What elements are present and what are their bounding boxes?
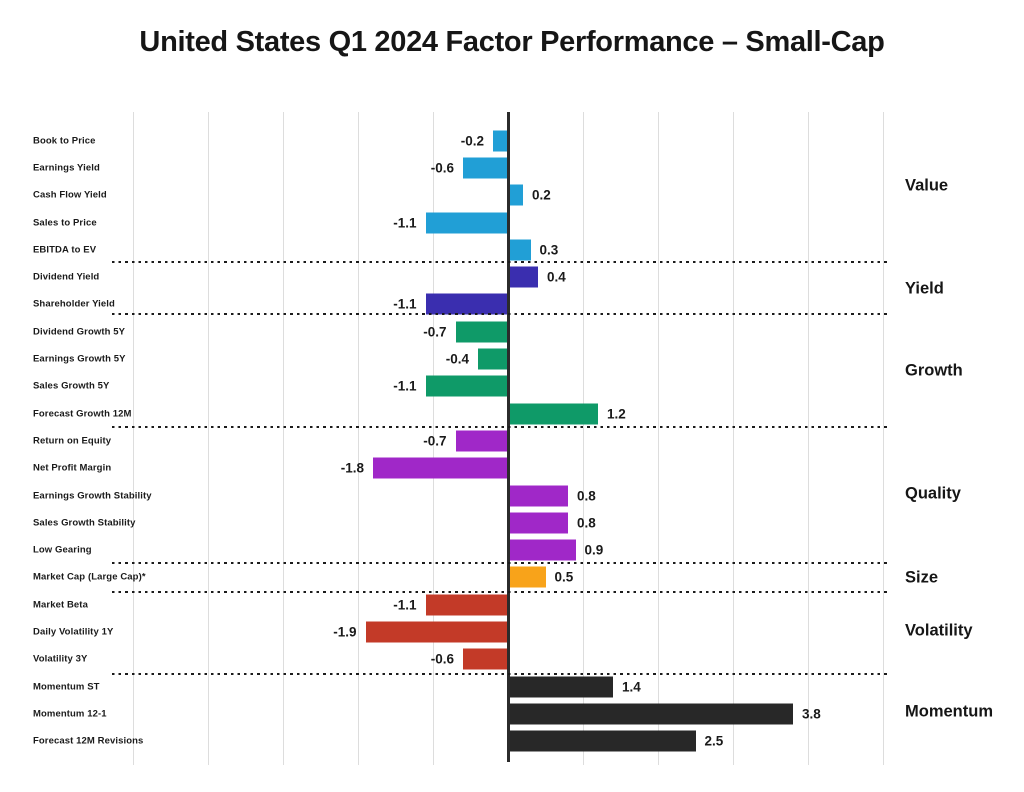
- factor-bar: [478, 348, 508, 370]
- gridline: [433, 112, 434, 765]
- factor-bar: [508, 703, 793, 725]
- factor-label: Momentum ST: [33, 681, 100, 693]
- factor-value: 3.8: [802, 706, 821, 722]
- factor-bar: [508, 266, 538, 288]
- factor-value: 1.4: [622, 679, 641, 695]
- factor-bar: [425, 212, 508, 233]
- factor-bar: [508, 512, 568, 534]
- factor-label: Cash Flow Yield: [33, 189, 107, 201]
- factor-value: -0.7: [423, 324, 447, 340]
- factor-value: -0.4: [445, 351, 469, 367]
- factor-value: -1.9: [333, 624, 357, 640]
- factor-label: Earnings Growth Stability: [33, 490, 152, 501]
- group-separator: [112, 673, 890, 676]
- factor-value: 0.2: [532, 187, 551, 203]
- chart-title: United States Q1 2024 Factor Performance…: [139, 26, 885, 58]
- factor-label: Earnings Growth 5Y: [33, 353, 126, 365]
- gridline: [358, 112, 359, 765]
- factor-label: Net Profit Margin: [33, 462, 112, 474]
- factor-value: 0.8: [577, 515, 596, 531]
- zero-axis-line: [507, 112, 510, 762]
- group-label: Volatility: [905, 621, 973, 640]
- gridline: [133, 112, 134, 765]
- factor-bar: [508, 566, 546, 588]
- factor-bar: [508, 485, 568, 506]
- factor-label: EBITDA to EV: [33, 244, 97, 256]
- group-separator: [112, 562, 890, 565]
- group-label: Yield: [905, 279, 944, 298]
- gridline: [808, 112, 809, 765]
- gridline: [583, 112, 584, 765]
- factor-bar: [373, 457, 508, 479]
- factor-label: Book to Price: [33, 135, 96, 147]
- factor-bar: [508, 239, 531, 261]
- factor-label: Market Beta: [33, 599, 88, 611]
- factor-label: Momentum 12-1: [33, 708, 107, 720]
- factor-bar: [508, 676, 613, 698]
- factor-label: Dividend Growth 5Y: [33, 326, 126, 338]
- factor-bar: [508, 403, 598, 425]
- factor-value: 0.9: [584, 542, 604, 558]
- factor-value: -0.2: [460, 133, 484, 149]
- factor-bar: [508, 730, 696, 752]
- factor-value: 1.2: [607, 406, 626, 422]
- factor-label: Sales Growth Stability: [33, 517, 136, 529]
- factor-label: Earnings Yield: [33, 162, 100, 174]
- factor-label: Sales to Price: [33, 217, 97, 228]
- factor-value: 0.5: [554, 569, 574, 585]
- factor-bar: [508, 184, 523, 206]
- group-label: Quality: [905, 484, 961, 503]
- factor-bar: [425, 594, 508, 616]
- factor-value: 0.8: [577, 488, 596, 503]
- factor-label: Sales Growth 5Y: [33, 380, 110, 392]
- factor-value: -1.1: [393, 296, 417, 312]
- factor-bar: [508, 539, 576, 561]
- gridline: [733, 112, 734, 765]
- factor-bar: [455, 321, 508, 343]
- factor-value: -1.1: [393, 597, 417, 613]
- factor-label: Shareholder Yield: [33, 298, 115, 310]
- group-label: Momentum: [905, 702, 993, 721]
- factor-value: -1.1: [393, 215, 417, 230]
- factor-value: -1.1: [393, 378, 417, 394]
- factor-label: Return on Equity: [33, 435, 112, 447]
- factor-bar: [463, 648, 508, 670]
- factor-value: -0.6: [430, 160, 454, 176]
- factor-label: Low Gearing: [33, 544, 92, 556]
- group-label: Growth: [905, 361, 963, 380]
- factor-value: -1.8: [340, 460, 364, 476]
- group-separator: [112, 591, 890, 594]
- factor-label: Forecast Growth 12M: [33, 408, 132, 420]
- factor-label: Market Cap (Large Cap)*: [33, 571, 146, 583]
- factor-bar: [493, 130, 508, 152]
- gridline: [283, 112, 284, 765]
- group-separator: [112, 261, 890, 264]
- factor-bar: [463, 157, 508, 179]
- group-separator: [112, 313, 890, 316]
- factor-value: 0.3: [539, 242, 559, 258]
- factor-bar: [425, 375, 508, 397]
- factor-label: Volatility 3Y: [33, 653, 88, 665]
- gridline: [658, 112, 659, 765]
- factor-value: -0.6: [430, 651, 454, 667]
- gridline: [208, 112, 209, 765]
- factor-label: Dividend Yield: [33, 271, 100, 283]
- factor-value: -0.7: [423, 433, 447, 449]
- factor-label: Forecast 12M Revisions: [33, 735, 144, 747]
- group-separator: [112, 426, 890, 429]
- gridline: [883, 112, 884, 765]
- factor-label: Daily Volatility 1Y: [33, 626, 114, 638]
- factor-value: 0.4: [547, 269, 566, 285]
- group-label: Value: [905, 176, 949, 195]
- factor-bar: [365, 621, 508, 643]
- factor-bar: [425, 293, 508, 315]
- group-label: Size: [905, 568, 939, 587]
- factor-value: 2.5: [704, 733, 724, 749]
- factor-bar: [455, 430, 508, 452]
